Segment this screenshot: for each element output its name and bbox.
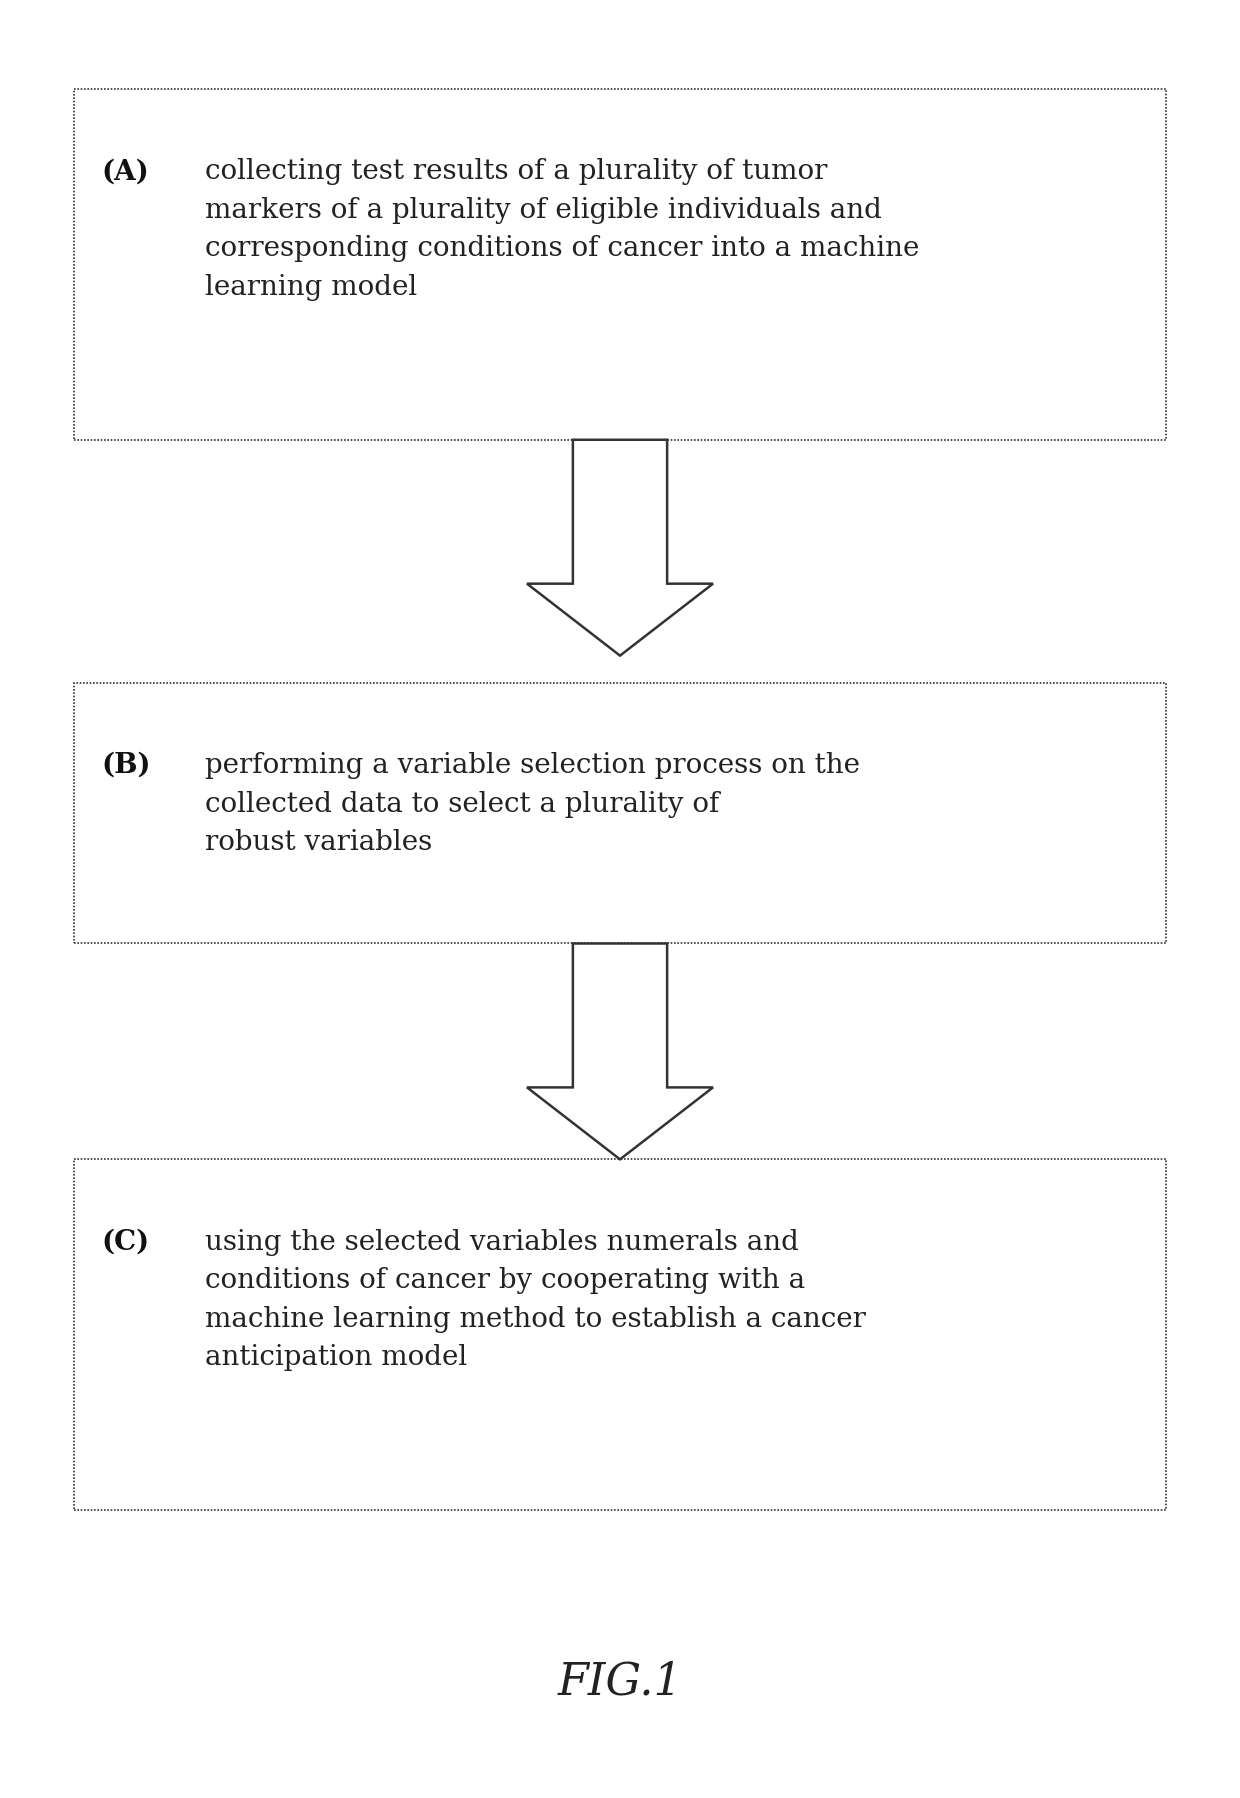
Bar [74,683,1166,944]
Text: (C): (C) [102,1228,150,1255]
Polygon shape [527,441,713,656]
Polygon shape [527,944,713,1160]
Text: collecting test results of a plurality of tumor
markers of a plurality of eligib: collecting test results of a plurality o… [205,158,919,300]
Bar [74,1160,1166,1510]
Text: performing a variable selection process on the
collected data to select a plural: performing a variable selection process … [205,752,859,856]
Text: using the selected variables numerals and
conditions of cancer by cooperating wi: using the selected variables numerals an… [205,1228,866,1370]
Bar [74,90,1166,441]
Text: (A): (A) [102,158,150,185]
Text: FIG.1: FIG.1 [558,1660,682,1703]
Text: (B): (B) [102,752,151,779]
